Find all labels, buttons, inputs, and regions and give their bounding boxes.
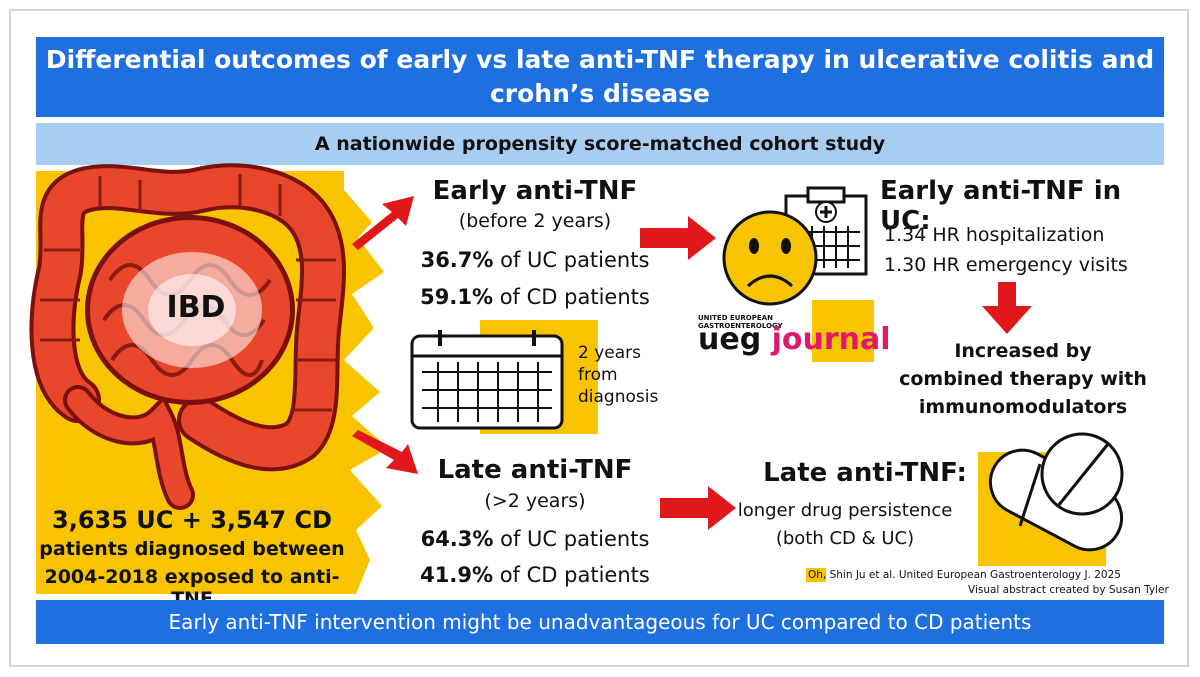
calendar-note-line: from — [578, 365, 618, 385]
early-timing: (before 2 years) — [458, 210, 612, 232]
late-uc-row: 64.3% of UC patients — [400, 527, 670, 551]
title-banner: Differential outcomes of early vs late a… — [36, 37, 1164, 117]
citation-highlight — [806, 568, 826, 582]
conclusion-banner: Early anti-TNF intervention might be una… — [36, 600, 1164, 644]
late-uc-pct: 64.3% — [420, 527, 494, 551]
sad-face-icon — [722, 210, 818, 306]
late-outcome-line1: longer drug persistence — [737, 500, 953, 521]
early-uc-row: 36.7% of UC patients — [400, 248, 670, 272]
early-cd-row: 59.1% of CD patients — [400, 285, 670, 309]
journal-small-text: UNITED EUROPEAN GASTROENTEROLOGY — [698, 314, 783, 330]
increase-line1: Increased by — [954, 340, 1092, 362]
late-uc-label: of UC patients — [493, 527, 650, 551]
early-cd-label: of CD patients — [493, 285, 650, 309]
pill-icon — [978, 432, 1124, 566]
journal-name-journal: journal — [771, 322, 891, 357]
journal-logo: ueg journal — [698, 322, 891, 357]
calendar-note: 2 years from diagnosis — [578, 342, 658, 408]
late-heading: Late anti-TNF — [437, 455, 633, 485]
citation-authors: Shin Ju et al. United European Gastroent… — [826, 569, 1121, 581]
cohort-counts: 3,635 UC + 3,547 CD — [52, 506, 332, 534]
conclusion-text: Early anti-TNF intervention might be una… — [168, 610, 1032, 634]
early-heading: Early anti-TNF — [432, 176, 638, 206]
increase-line2: combined therapy with — [899, 368, 1147, 390]
journal-name-ueg: ueg — [698, 322, 762, 357]
calendar-note-line: diagnosis — [578, 387, 659, 407]
journal-logo-accent — [812, 300, 874, 362]
ibd-label: IBD — [166, 290, 226, 325]
journal-small-line: UNITED EUROPEAN — [698, 314, 773, 322]
journal-small-line: GASTROENTEROLOGY — [698, 322, 783, 330]
credit: Visual abstract created by Susan Tyler — [968, 584, 1169, 596]
early-uc-heading: Early anti-TNF in UC: — [880, 176, 1122, 236]
early-uc-pct: 36.7% — [420, 248, 494, 272]
late-outcome-heading: Late anti-TNF: — [763, 458, 967, 488]
early-cd-pct: 59.1% — [420, 285, 494, 309]
late-cd-row: 41.9% of CD patients — [400, 563, 670, 587]
late-cd-label: of CD patients — [493, 563, 650, 587]
arrows — [352, 196, 1032, 530]
title-text: Differential outcomes of early vs late a… — [45, 45, 1155, 108]
calendar-note-line: 2 years — [578, 343, 642, 363]
late-outcome-line2: (both CD & UC) — [775, 528, 915, 549]
early-uc-hosp: 1.34 HR hospitalization — [884, 224, 1105, 246]
subtitle-text: A nationwide propensity score-matched co… — [314, 133, 886, 155]
increase-line3: immunomodulators — [918, 396, 1128, 418]
late-timing: (>2 years) — [484, 490, 586, 512]
intestine-illustration — [29, 163, 346, 510]
late-cd-pct: 41.9% — [420, 563, 494, 587]
early-uc-label: of UC patients — [493, 248, 650, 272]
citation-authors-hl: Oh, — [808, 569, 827, 581]
citation: Oh, Shin Ju et al. United European Gastr… — [808, 569, 1121, 581]
early-uc-emerg: 1.30 HR emergency visits — [884, 254, 1128, 276]
cohort-desc-line1: patients diagnosed between — [39, 538, 345, 560]
subtitle-banner: A nationwide propensity score-matched co… — [36, 123, 1164, 165]
calendar-icon — [410, 320, 598, 434]
